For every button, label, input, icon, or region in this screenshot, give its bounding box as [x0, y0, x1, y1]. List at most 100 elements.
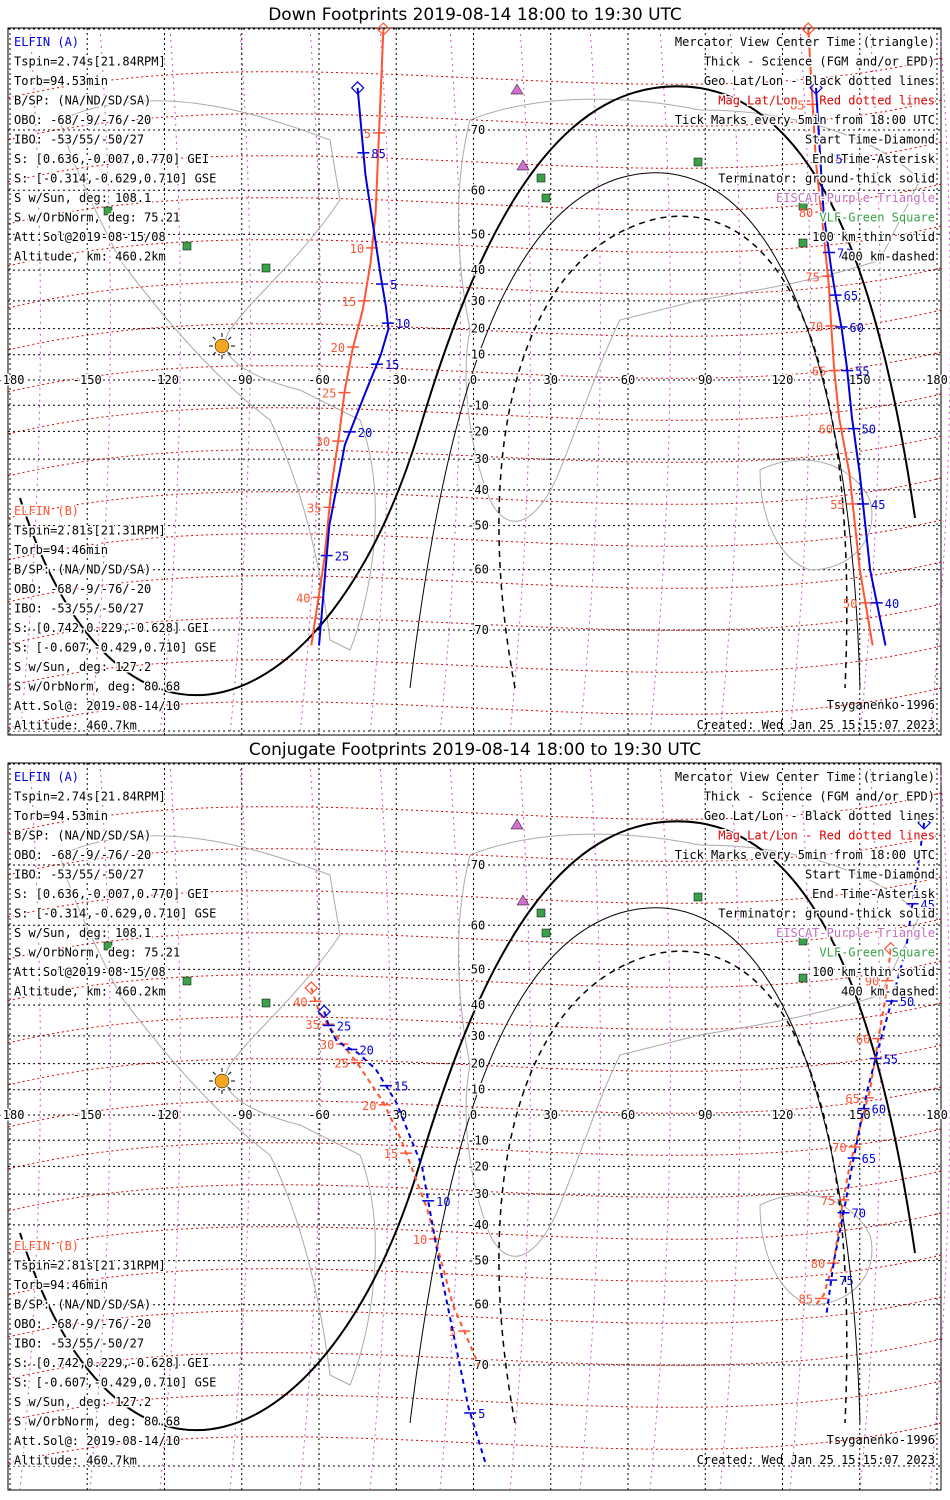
footprint-tick-label: 65 [812, 365, 826, 379]
start-diamond [350, 81, 365, 95]
y-tick-label: 60 [471, 183, 485, 197]
legend-entry: VLF-Green Square [819, 946, 935, 960]
elfin-b-info: IBO: -53/55/-50/27 [14, 602, 144, 616]
created-label: Created: Wed Jan 25 15:15:07 2023 [697, 718, 935, 732]
mag-lon-line [719, 762, 741, 1491]
legend-entry: Thick - Science (FGM and/or EPD) [704, 790, 935, 804]
footprint-tick-label: 15 [394, 1080, 408, 1094]
footprint-tick-label: 75 [821, 1194, 835, 1208]
x-tick-label: 30 [544, 1108, 558, 1122]
x-tick-label: -150 [73, 1108, 102, 1122]
footprint-tick-label: 35 [307, 501, 321, 515]
footprint-tick-label: 40 [296, 591, 310, 605]
start-diamond [317, 1004, 331, 1019]
footprint-tick-label: 25 [334, 1057, 348, 1071]
vlf-square [182, 241, 192, 251]
footprint-tick-label: 45 [871, 498, 885, 512]
footprint-tick-label: 10 [436, 1195, 450, 1209]
elfin-a-info: Att.Sol@2019-08-15/08 [14, 965, 166, 979]
y-tick-label: -70 [467, 623, 489, 637]
y-tick-label: 20 [471, 322, 485, 336]
footprint-tick-label: 60 [819, 423, 833, 437]
legend-entry: Mercator View Center Time (triangle) [675, 770, 935, 784]
elfin-a-info: S: [0.636,-0.007,0.770] GEI [14, 152, 209, 166]
terminator-400km [498, 950, 848, 1424]
legend-entry: Geo Lat/Lon - Black dotted lines [704, 809, 935, 823]
footprint-tick-label: 20 [359, 1043, 373, 1057]
legend-entry: Start Time-Diamond [805, 133, 935, 147]
y-tick-label: 40 [471, 263, 485, 277]
model-label: Tsyganenko-1996 [827, 698, 935, 712]
mag-lon-line [789, 27, 811, 736]
sun-ray [212, 1071, 216, 1075]
x-tick-label: 90 [698, 1108, 712, 1122]
x-tick-label: -30 [385, 373, 407, 387]
start-diamond [883, 941, 898, 956]
elfin-a-info: Altitude, km: 460.2km [14, 250, 166, 264]
footprint-tick-label: 10 [350, 242, 364, 256]
elfin-a-info: S: [-0.314,-0.629,0.710] GSE [14, 172, 216, 186]
legend-entry: Geo Lat/Lon - Black dotted lines [704, 74, 935, 88]
y-tick-label: 70 [471, 123, 485, 137]
vlf-square [798, 238, 808, 248]
mag-lon-line [509, 27, 531, 736]
mag-lon-line [369, 27, 391, 736]
x-tick-label: 180 [926, 1108, 948, 1122]
legend-entry: EISCAT-Purple Triangle [776, 926, 935, 940]
footprint-tick-label: 25 [335, 550, 349, 564]
elfin-a-info: Tspin=2.74s[21.84RPM] [14, 55, 166, 69]
sun-icon [214, 1073, 230, 1089]
mag-lon-line [929, 762, 950, 1491]
footprint-tick-label: 10 [396, 317, 410, 331]
legend-entry: Tick Marks every 5min from 18:00 UTC [675, 848, 935, 862]
x-tick-label: 0 [470, 1108, 477, 1122]
x-tick-label: -180 [0, 373, 24, 387]
sun-ray [228, 1087, 232, 1091]
footprint-tick-label: 30 [316, 435, 330, 449]
y-tick-label: -50 [467, 519, 489, 533]
footprint-tick-label: 15 [342, 295, 356, 309]
model-label: Tsyganenko-1996 [827, 1433, 935, 1447]
elfin-a-info: S w/OrbNorm, deg: 75.21 [14, 211, 180, 225]
sun-ray [212, 1087, 216, 1091]
footprint-tick-label: 15 [385, 358, 399, 372]
y-tick-label: -40 [467, 1218, 489, 1232]
mag-lon-line [299, 762, 321, 1491]
x-tick-label: 120 [772, 373, 794, 387]
x-tick-label: 150 [849, 373, 871, 387]
elfin-a-info: S w/Sun, deg: 108.1 [14, 191, 151, 205]
mag-lon-line [929, 27, 950, 736]
mag-lon-line [229, 27, 251, 736]
y-tick-label: 20 [471, 1057, 485, 1071]
legend-entry: End Time-Asterisk [812, 152, 936, 166]
y-tick-label: 10 [471, 348, 485, 362]
mag-lon-line [789, 762, 811, 1491]
mag-lon-line [89, 27, 111, 736]
x-tick-label: 60 [621, 1108, 635, 1122]
terminator-400km [498, 215, 848, 689]
y-tick-label: 40 [471, 998, 485, 1012]
y-tick-label: -60 [467, 563, 489, 577]
footprint-tick-label: 65 [862, 1152, 876, 1166]
elfin-b-info: OBO: -68/-9/-76/-20 [14, 582, 151, 596]
footprint-tick-label: 20 [358, 426, 372, 440]
x-tick-label: -120 [150, 373, 179, 387]
elfin-b-info: S w/Sun, deg: 127.2 [14, 1395, 151, 1409]
legend-entry: EISCAT-Purple Triangle [776, 191, 935, 205]
y-tick-label: 50 [471, 962, 485, 976]
mag-lon-line [579, 27, 601, 736]
elfin-b-info: B/SP: (NA/ND/SD/SA) [14, 1298, 151, 1312]
elfin-a-info: S: [0.636,-0.007,0.770] GEI [14, 887, 209, 901]
elfin-b-info: S: [-0.607,-0.429,0.710] GSE [14, 641, 216, 655]
mag-lon-line [159, 762, 181, 1491]
footprint-tick-label: 5 [390, 278, 397, 292]
elfin-b-info: Tspin=2.81s[21.31RPM] [14, 524, 166, 538]
footprint-line [815, 948, 892, 1306]
mag-lon-line [229, 762, 251, 1491]
y-tick-label: -30 [467, 1187, 489, 1201]
footprint-line [310, 28, 385, 646]
footprint-tick-label: 60 [872, 1103, 886, 1117]
footprint-tick-label: 5 [449, 1325, 456, 1339]
footprint-tick-label: 85 [790, 98, 804, 112]
legend-entry: 400 km-dashed [841, 250, 935, 264]
